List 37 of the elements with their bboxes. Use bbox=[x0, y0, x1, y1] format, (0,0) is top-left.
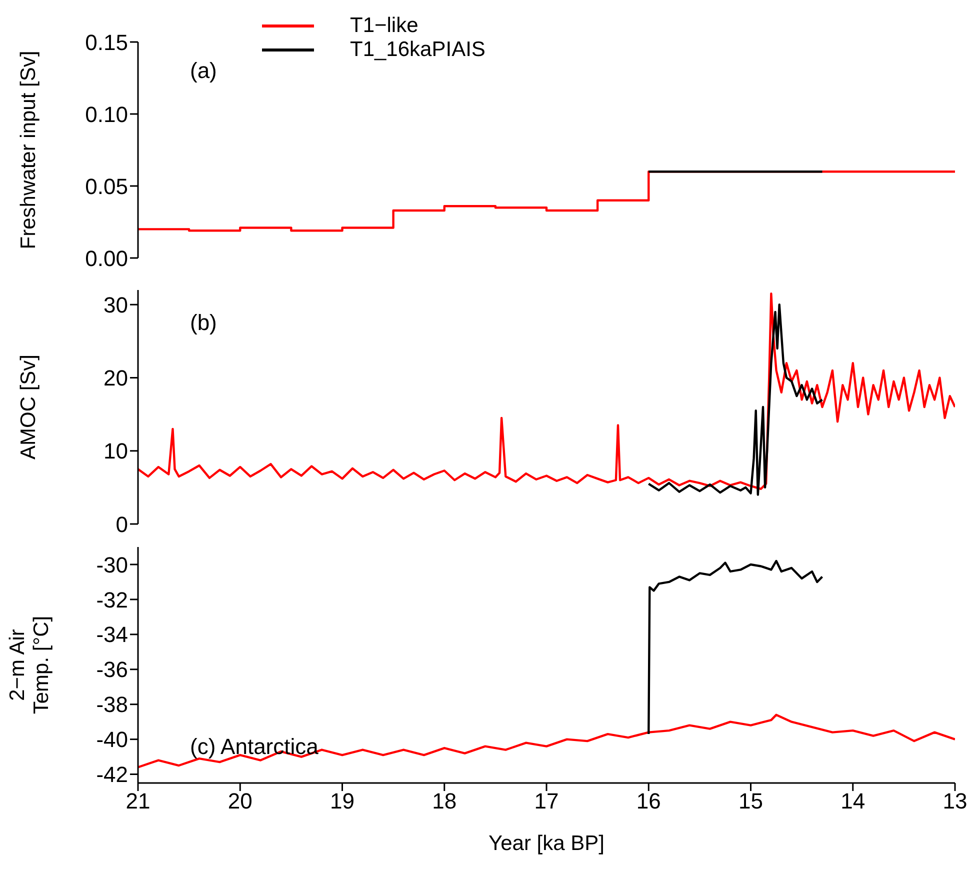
y-tick-label: -42 bbox=[96, 762, 128, 788]
y-tick-label: -34 bbox=[96, 622, 128, 648]
x-tick-label: 18 bbox=[432, 788, 457, 814]
y-tick-label: -40 bbox=[96, 727, 128, 752]
y-axis-title: Freshwater input [Sv] bbox=[17, 50, 40, 250]
x-tick-label: 14 bbox=[840, 788, 866, 814]
y-tick-label: 10 bbox=[104, 438, 128, 464]
annotation: (c) Antarctica bbox=[190, 734, 318, 760]
x-tick-label: 19 bbox=[330, 788, 354, 814]
y-tick-label: 0.10 bbox=[85, 102, 128, 127]
annotation: (b) bbox=[190, 310, 217, 336]
y-tick-label: 0.15 bbox=[85, 30, 128, 55]
y-tick-label: 30 bbox=[104, 292, 128, 318]
y-tick-label: -38 bbox=[96, 692, 128, 718]
y-axis-title: 2−m Air Temp. [°C] bbox=[6, 616, 53, 714]
y-tick-label: -32 bbox=[96, 587, 128, 612]
y-tick-label: 0.05 bbox=[85, 174, 128, 199]
x-tick-label: 21 bbox=[126, 788, 150, 814]
x-tick-label: 17 bbox=[534, 788, 559, 814]
line-series bbox=[138, 292, 955, 490]
legend-label: T1_16kaPIAIS bbox=[350, 38, 486, 62]
y-axis-title: AMOC [Sv] bbox=[17, 354, 40, 460]
x-axis-title: Year [ka BP] bbox=[488, 832, 604, 855]
x-tick-label: 13 bbox=[942, 788, 968, 814]
y-tick-label: -36 bbox=[96, 657, 128, 682]
y-tick-label: 20 bbox=[104, 366, 128, 391]
y-tick-label: -30 bbox=[96, 552, 128, 578]
annotation: (a) bbox=[190, 58, 217, 84]
line-series bbox=[648, 560, 824, 736]
line-series bbox=[138, 714, 955, 768]
x-tick-label: 16 bbox=[636, 788, 661, 814]
x-tick-label: 15 bbox=[738, 788, 763, 814]
y-tick-label: 0 bbox=[116, 512, 128, 537]
y-tick-label: 0.00 bbox=[85, 246, 128, 271]
legend-label: T1−like bbox=[350, 14, 418, 38]
line-series bbox=[648, 304, 824, 496]
x-tick-label: 20 bbox=[228, 788, 252, 814]
